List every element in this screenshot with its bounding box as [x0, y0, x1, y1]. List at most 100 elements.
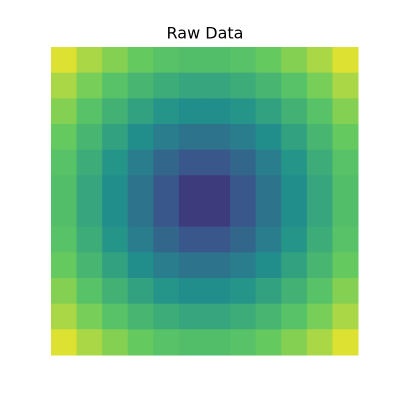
heatmap-cell: [76, 175, 103, 202]
heatmap-cell: [102, 149, 129, 176]
heatmap-cell: [230, 201, 257, 228]
heatmap-cell: [102, 98, 129, 125]
heatmap-cell: [76, 201, 103, 228]
heatmap-cell: [332, 252, 359, 279]
heatmap-cell: [255, 98, 282, 125]
heatmap-cell: [178, 201, 205, 228]
heatmap-cell: [230, 175, 257, 202]
heatmap-cell: [332, 124, 359, 151]
heatmap-cell: [102, 226, 129, 253]
heatmap-cell: [127, 278, 154, 305]
heatmap-cell: [230, 226, 257, 253]
heatmap-cell: [76, 329, 103, 356]
heatmap-cell: [51, 278, 78, 305]
heatmap-cell: [153, 278, 180, 305]
heatmap-cell: [102, 72, 129, 99]
heatmap-cell: [178, 175, 205, 202]
heatmap-cell: [102, 303, 129, 330]
heatmap-cell: [255, 201, 282, 228]
heatmap-cell: [204, 47, 231, 74]
heatmap-cell: [281, 72, 308, 99]
heatmap-cell: [255, 303, 282, 330]
heatmap-cell: [178, 72, 205, 99]
heatmap-cell: [230, 149, 257, 176]
heatmap-cell: [76, 226, 103, 253]
heatmap-cell: [306, 72, 333, 99]
heatmap-cell: [102, 201, 129, 228]
heatmap-cell: [178, 329, 205, 356]
heatmap-cell: [306, 47, 333, 74]
heatmap-cell: [178, 98, 205, 125]
heatmap-cell: [51, 149, 78, 176]
heatmap-cell: [204, 175, 231, 202]
heatmap-cell: [153, 201, 180, 228]
heatmap: [51, 47, 359, 356]
heatmap-cell: [127, 47, 154, 74]
heatmap-cell: [127, 149, 154, 176]
heatmap-cell: [76, 278, 103, 305]
heatmap-cell: [230, 98, 257, 125]
heatmap-cell: [281, 226, 308, 253]
heatmap-cell: [76, 252, 103, 279]
heatmap-cell: [153, 226, 180, 253]
heatmap-cell: [127, 303, 154, 330]
heatmap-cell: [51, 226, 78, 253]
heatmap-cell: [204, 226, 231, 253]
chart-title: Raw Data: [167, 24, 244, 43]
heatmap-cell: [51, 72, 78, 99]
heatmap-cell: [281, 149, 308, 176]
heatmap-cell: [204, 149, 231, 176]
heatmap-cell: [102, 47, 129, 74]
heatmap-cell: [127, 329, 154, 356]
heatmap-cell: [230, 329, 257, 356]
heatmap-cell: [76, 47, 103, 74]
heatmap-cell: [153, 303, 180, 330]
heatmap-cell: [332, 278, 359, 305]
heatmap-cell: [306, 303, 333, 330]
heatmap-cell: [102, 124, 129, 151]
heatmap-cell: [127, 98, 154, 125]
heatmap-cell: [332, 201, 359, 228]
heatmap-cell: [153, 124, 180, 151]
heatmap-cell: [204, 329, 231, 356]
heatmap-cell: [230, 303, 257, 330]
heatmap-cell: [127, 175, 154, 202]
heatmap-cell: [281, 47, 308, 74]
heatmap-cell: [306, 278, 333, 305]
heatmap-cell: [306, 98, 333, 125]
heatmap-cell: [255, 124, 282, 151]
heatmap-cell: [204, 278, 231, 305]
heatmap-cell: [127, 124, 154, 151]
heatmap-cell: [76, 303, 103, 330]
heatmap-cell: [178, 278, 205, 305]
heatmap-cell: [102, 278, 129, 305]
heatmap-cell: [127, 201, 154, 228]
heatmap-cell: [76, 124, 103, 151]
heatmap-cell: [204, 124, 231, 151]
heatmap-cell: [51, 201, 78, 228]
heatmap-cell: [255, 72, 282, 99]
heatmap-cell: [178, 124, 205, 151]
heatmap-cell: [281, 201, 308, 228]
heatmap-cell: [332, 149, 359, 176]
heatmap-cell: [255, 149, 282, 176]
heatmap-cell: [153, 252, 180, 279]
heatmap-cell: [204, 201, 231, 228]
heatmap-cell: [153, 149, 180, 176]
heatmap-cell: [332, 47, 359, 74]
heatmap-cell: [76, 149, 103, 176]
heatmap-cell: [178, 226, 205, 253]
heatmap-cell: [76, 72, 103, 99]
heatmap-cell: [281, 252, 308, 279]
heatmap-cell: [306, 124, 333, 151]
heatmap-cell: [306, 329, 333, 356]
heatmap-cell: [255, 47, 282, 74]
heatmap-cell: [51, 47, 78, 74]
heatmap-cell: [332, 303, 359, 330]
heatmap-cell: [153, 98, 180, 125]
heatmap-cell: [332, 175, 359, 202]
heatmap-cell: [204, 98, 231, 125]
heatmap-cell: [281, 329, 308, 356]
heatmap-cell: [332, 98, 359, 125]
